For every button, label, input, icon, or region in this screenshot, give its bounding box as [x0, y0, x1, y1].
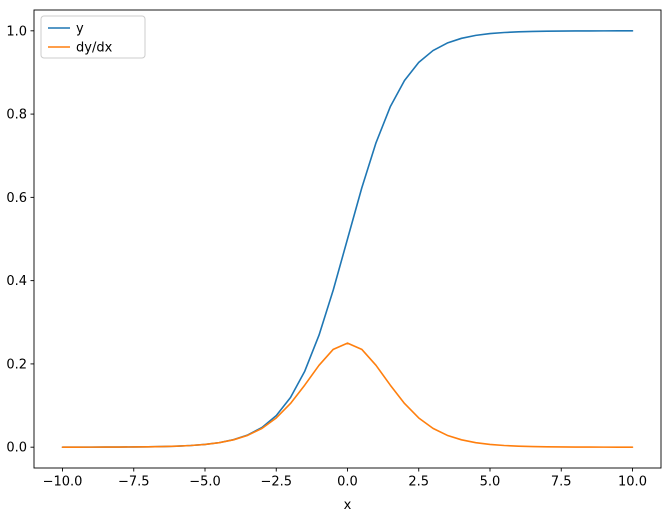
x-tick-label: −5.0 [189, 475, 221, 490]
series-dy-dx [61, 342, 634, 448]
legend-label: dy/dx [76, 41, 113, 56]
x-tick-label: 0.0 [337, 475, 358, 490]
y-tick-label: 0.4 [6, 274, 27, 289]
x-tick-label: 5.0 [480, 475, 501, 490]
x-tick-label: −7.5 [118, 475, 150, 490]
y-tick-label: 1.0 [6, 24, 27, 39]
x-axis-label: x [344, 498, 352, 513]
x-tick-label: 2.5 [408, 475, 429, 490]
y-tick-label: 0.2 [6, 357, 27, 372]
x-tick-label: −2.5 [260, 475, 292, 490]
y-tick-label: 0.8 [6, 108, 27, 123]
y-tick-label: 0.6 [6, 191, 27, 206]
x-tick-label: 10.0 [618, 475, 647, 490]
x-tick-label: 7.5 [551, 475, 572, 490]
legend-label: y [76, 22, 84, 37]
x-tick-label: −10.0 [43, 475, 83, 490]
y-tick-label: 0.0 [6, 441, 27, 456]
